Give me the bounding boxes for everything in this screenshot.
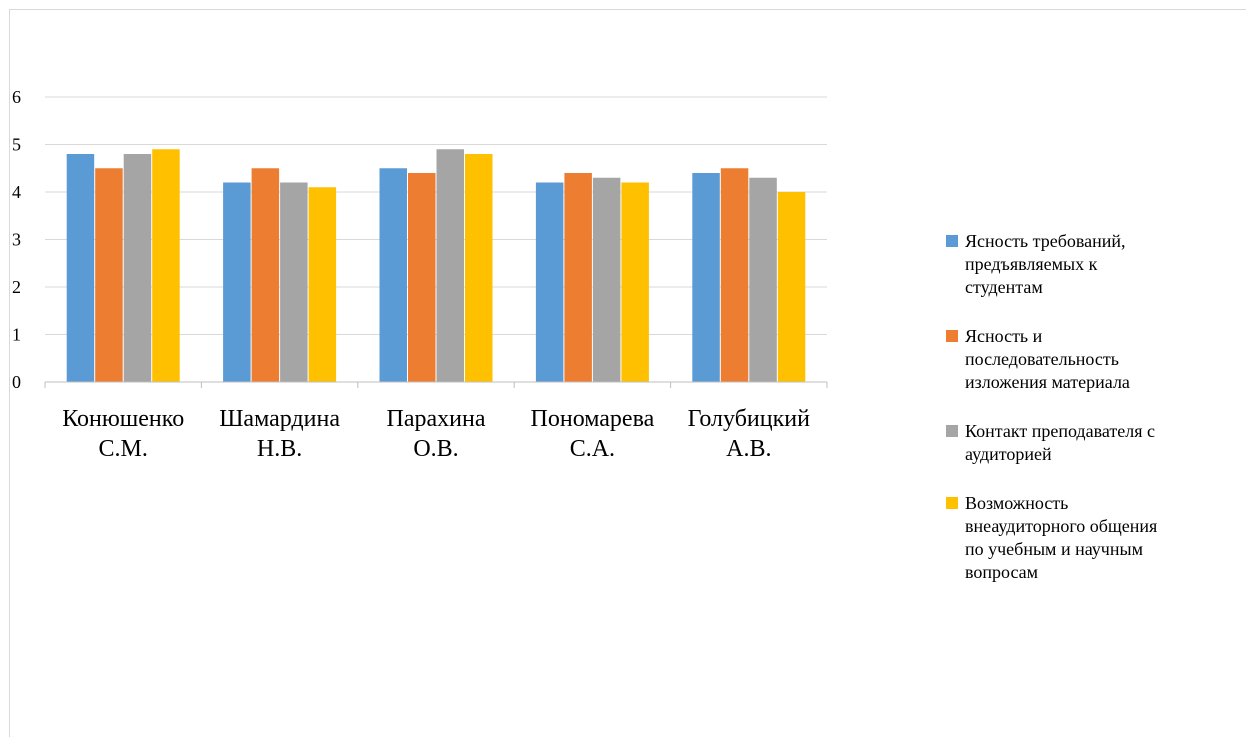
bar: [592, 177, 621, 382]
legend-label: Ясность и последовательность изложения м…: [965, 326, 1130, 392]
bar: [251, 168, 280, 382]
y-tick-label: 1: [12, 325, 21, 345]
x-category-label: С.А.: [570, 436, 615, 462]
bar: [280, 182, 308, 382]
x-category-label: О.В.: [413, 436, 458, 462]
y-tick-label: 3: [12, 230, 21, 250]
bar: [66, 154, 95, 382]
x-category-label: Голубицкий: [688, 406, 811, 432]
legend-item-teacher-contact: Контакт преподавателя с аудиторией: [946, 420, 1236, 466]
axes: [44, 381, 828, 388]
axis-labels: 0 1 2 3 4 5 6 Конюшенко С.М. Шамардина Н.В. Парахин…: [12, 87, 810, 462]
bars: [66, 149, 806, 382]
legend-swatch: [946, 235, 958, 247]
y-tick-label: 4: [12, 182, 21, 202]
bar: [123, 154, 152, 382]
chart-legend: Ясность требований, предъявляемых к студ…: [946, 230, 1236, 584]
bar: [564, 173, 592, 382]
bar: [436, 149, 464, 382]
bar: [379, 168, 407, 382]
bar: [777, 192, 806, 382]
y-tick-label: 6: [12, 87, 21, 107]
legend-swatch: [946, 330, 958, 342]
bar: [535, 182, 564, 382]
legend-item-extracurricular: Возможность внеаудиторного общения по уч…: [946, 492, 1236, 584]
x-category-label: А.В.: [726, 436, 771, 462]
bar: [223, 182, 251, 382]
legend-label: Ясность требований, предъявляемых к студ…: [965, 231, 1126, 297]
y-tick-label: 2: [12, 277, 21, 297]
bar-chart: 0 1 2 3 4 5 6 Конюшенко С.М. Шамардина Н.В. Парахин…: [12, 87, 828, 462]
legend-item-clarity-sequence: Ясность и последовательность изложения м…: [946, 325, 1236, 394]
legend-item-clarity-requirements: Ясность требований, предъявляемых к студ…: [946, 230, 1236, 299]
bar: [720, 168, 749, 382]
bar: [749, 177, 777, 382]
x-category-label: Пономарева: [531, 406, 655, 432]
chart-frame: [9, 9, 1246, 737]
bar: [692, 173, 720, 382]
bar: [621, 182, 649, 382]
legend-label: Контакт преподавателя с аудиторией: [965, 421, 1155, 464]
bar: [95, 168, 123, 382]
bar: [152, 149, 180, 382]
legend-label: Возможность внеаудиторного общения по уч…: [965, 493, 1158, 582]
x-category-label: С.М.: [99, 436, 148, 462]
y-tick-label: 0: [12, 372, 21, 392]
x-category-label: Шамардина: [219, 406, 340, 432]
legend-swatch: [946, 497, 958, 509]
bar: [408, 173, 436, 382]
bar: [308, 187, 337, 382]
bar: [465, 154, 493, 382]
legend-swatch: [946, 425, 958, 437]
x-category-label: Конюшенко: [62, 406, 184, 432]
x-category-label: Парахина: [387, 406, 486, 432]
x-category-label: Н.В.: [257, 436, 302, 462]
y-tick-label: 5: [12, 135, 21, 155]
